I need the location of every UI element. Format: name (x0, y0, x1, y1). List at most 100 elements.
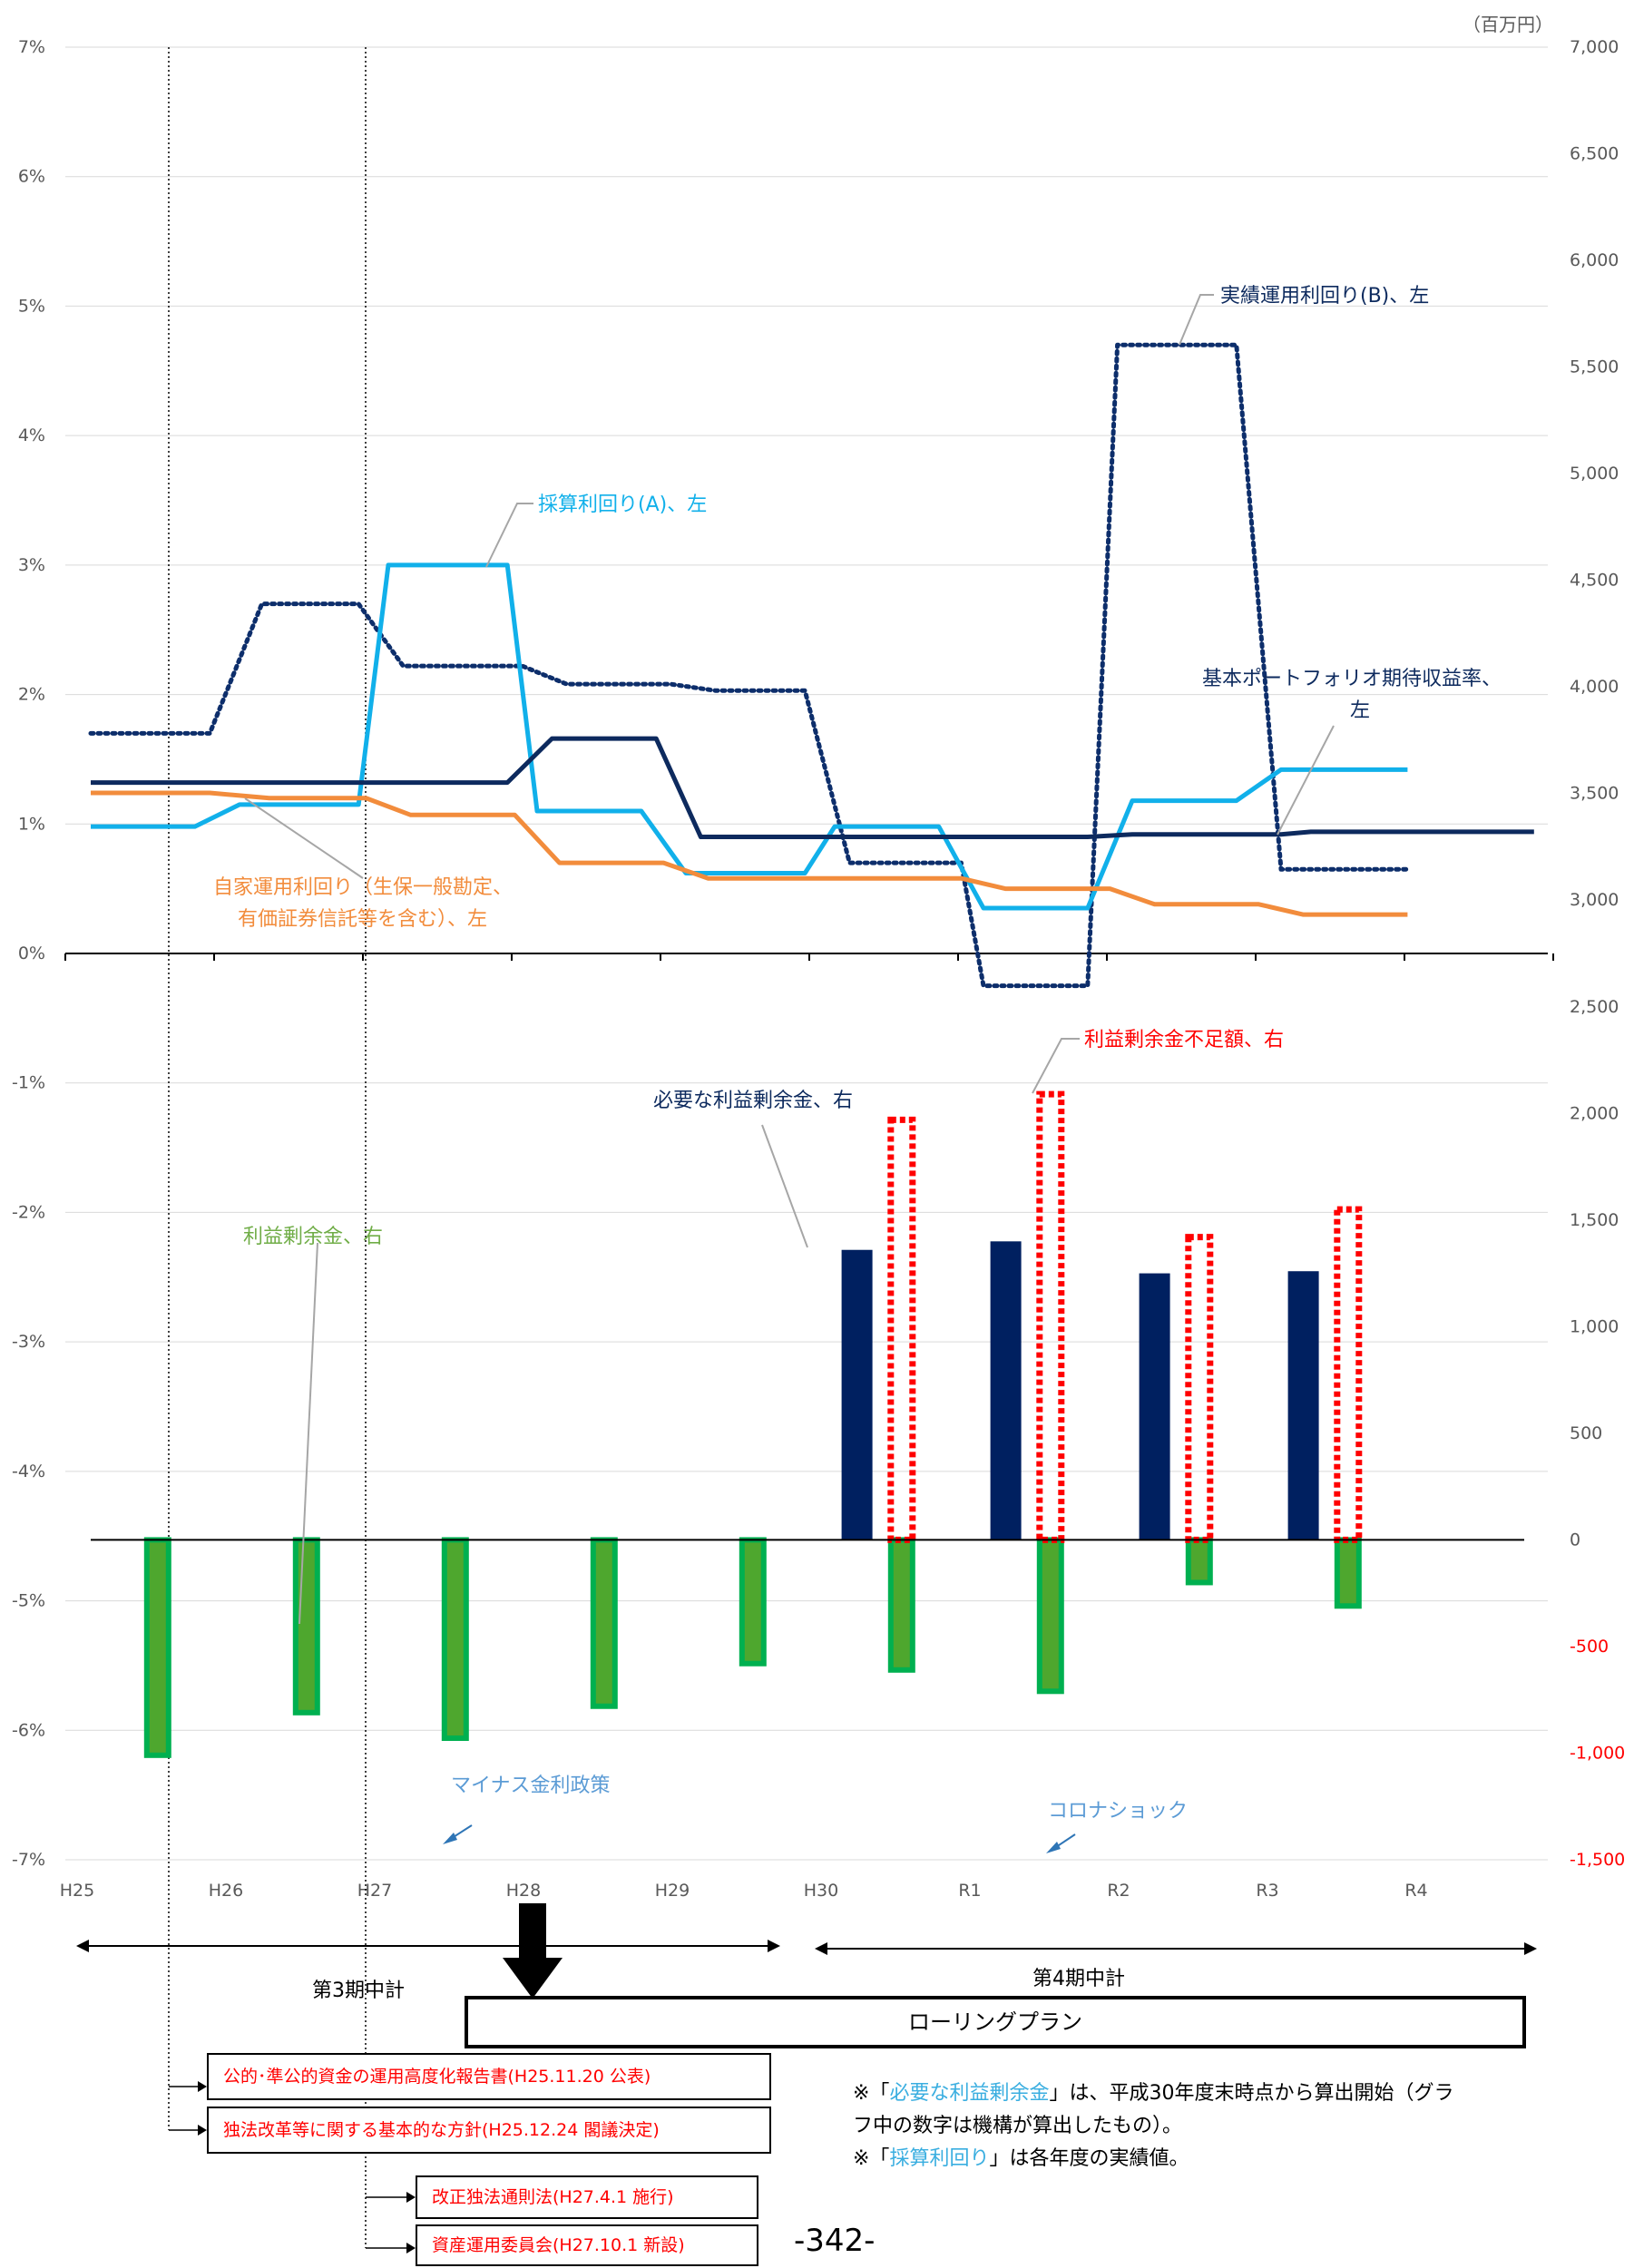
left-tick-label: 4% (18, 425, 45, 445)
annotation-breakeven-yield: 採算利回り(A)、左 (538, 494, 707, 516)
period-3-arrow-right-head (768, 1940, 780, 1952)
bar-required-earnings (1287, 1271, 1319, 1540)
x-tick-label: H26 (209, 1881, 243, 1901)
annotation-portfolio-return-1: 基本ポートフォリオ期待収益率、 (1202, 668, 1502, 690)
x-axis: H25 H26 H27 H28 H29 H30 R1 R2 R3 R4 (60, 953, 1554, 1901)
period-arrows (76, 1903, 1537, 1999)
leader-line (298, 1242, 318, 1625)
event-box-3: 改正独法通則法(H27.4.1 施行) (416, 2175, 758, 2219)
line-series-2 (91, 736, 1534, 840)
annotation-required-earnings: 必要な利益剰余金、右 (653, 1090, 853, 1112)
left-tick-label: -4% (12, 1461, 45, 1481)
bar-retained-earnings (590, 1537, 618, 1709)
left-tick-label: -7% (12, 1850, 45, 1870)
right-tick-label: 4,500 (1570, 571, 1619, 591)
footnotes: ※「必要な利益剰余金」は、平成30年度末時点から算出開始（グラ フ中の数字は機構… (853, 2077, 1453, 2175)
annotation-actual-yield: 実績運用利回り(B)、左 (1220, 285, 1429, 308)
rolling-plan-down-arrow (503, 1903, 563, 1999)
right-tick-label: 2,000 (1570, 1103, 1619, 1123)
line-series-3 (91, 790, 1408, 917)
right-tick-label: 4,000 (1570, 677, 1619, 697)
leader-line (1277, 725, 1335, 836)
note-line-3: ※「採算利回り」は各年度の実績値。 (853, 2147, 1189, 2170)
page-number: -342- (794, 2223, 876, 2259)
bar-shortfall (1036, 1090, 1065, 1543)
event-guide-lines (168, 47, 416, 2253)
annotation-retained-earnings: 利益剰余金、右 (243, 1226, 383, 1248)
left-tick-label: 6% (18, 167, 45, 187)
event-connector-arrowhead (198, 2125, 207, 2136)
annotations: 実績運用利回り(B)、左採算利回り(A)、左基本ポートフォリオ期待収益率、左自家… (213, 285, 1502, 1853)
x-tick-label: R1 (958, 1881, 981, 1901)
leader-line (485, 503, 533, 568)
line-series-0 (88, 342, 1410, 989)
right-tick-label: 0 (1570, 1530, 1580, 1549)
right-tick-label: -1,000 (1570, 1743, 1625, 1763)
bar-shortfall (1185, 1234, 1214, 1543)
left-tick-label: -5% (12, 1591, 45, 1611)
left-tick-label: -6% (12, 1720, 45, 1740)
bar-retained-earnings (739, 1537, 767, 1667)
note-line-2: フ中の数字は機構が算出したもの）。 (853, 2115, 1183, 2137)
right-tick-label: 1,500 (1570, 1210, 1619, 1230)
event-box-2: 独法改革等に関する基本的な方針(H25.12.24 閣議決定) (207, 2107, 771, 2154)
annotation-portfolio-return-2: 左 (1350, 699, 1370, 722)
right-tick-label: 5,000 (1570, 464, 1619, 484)
event-box-4: 資産運用委員会(H27.10.1 新設) (416, 2224, 758, 2266)
annotation-leaders (244, 294, 1335, 1625)
x-tick-label: H25 (60, 1881, 94, 1901)
note-line-1: ※「必要な利益剰余金」は、平成30年度末時点から算出開始（グラ (853, 2082, 1454, 2105)
line-series-1 (91, 562, 1408, 911)
right-tick-label: 3,500 (1570, 784, 1619, 804)
right-tick-label: 6,000 (1570, 250, 1619, 270)
left-tick-label: -1% (12, 1073, 45, 1093)
right-tick-label: 6,500 (1570, 144, 1619, 164)
left-tick-label: 2% (18, 685, 45, 705)
unit-label: （百万円） (1463, 14, 1553, 35)
left-tick-label: -2% (12, 1202, 45, 1222)
event-connector-arrowhead (406, 2192, 416, 2203)
bar-retained-earnings (143, 1537, 171, 1758)
bar-retained-earnings (1185, 1537, 1213, 1586)
leader-line (761, 1124, 808, 1248)
x-tick-label: H27 (357, 1881, 392, 1901)
annotation-corona: コロナショック (1048, 1800, 1188, 1823)
period-4-arrow-left-head (815, 1942, 827, 1955)
annotation-inhouse-yield-2: 有価証券信託等を含む）、左 (238, 908, 487, 931)
arrowhead-corona (1046, 1842, 1061, 1853)
right-tick-label: 500 (1570, 1423, 1602, 1443)
arrowhead-negative-rate (443, 1833, 457, 1844)
event-connector-arrowhead (198, 2081, 207, 2092)
bar-retained-earnings (887, 1537, 915, 1673)
bar-retained-earnings (1036, 1537, 1064, 1695)
left-tick-label: -3% (12, 1332, 45, 1352)
annotation-inhouse-yield-1: 自家運用利回り（生保一般勘定、 (213, 876, 513, 899)
leader-line (244, 797, 364, 879)
bar-shortfall (887, 1116, 916, 1543)
bar-required-earnings (841, 1249, 873, 1540)
bar-required-earnings (1139, 1273, 1170, 1540)
period-4-label: 第4期中計 (1032, 1968, 1125, 1990)
left-tick-label: 1% (18, 814, 45, 834)
bar-required-earnings (990, 1241, 1022, 1540)
left-tick-label: 5% (18, 296, 45, 316)
x-tick-label: H29 (655, 1881, 690, 1901)
right-tick-label: 3,000 (1570, 890, 1619, 910)
line-series (88, 342, 1534, 989)
bar-shortfall (1334, 1206, 1363, 1543)
x-tick-label: H28 (506, 1881, 541, 1901)
x-tick-label: H30 (804, 1881, 838, 1901)
annotation-negative-rate: マイナス金利政策 (451, 1774, 611, 1797)
right-tick-label: 7,000 (1570, 37, 1619, 57)
annotation-shortfall: 利益剰余金不足額、右 (1084, 1029, 1284, 1051)
bar-series (143, 1090, 1363, 1758)
leader-line (1032, 1038, 1080, 1094)
x-tick-label: R4 (1404, 1881, 1427, 1901)
event-box-1: 公的･準公的資金の運用高度化報告書(H25.11.20 公表) (207, 2053, 771, 2100)
right-tick-label: -1,500 (1570, 1850, 1625, 1870)
leader-line (1179, 294, 1214, 346)
x-tick-label: R3 (1256, 1881, 1278, 1901)
bar-retained-earnings (441, 1537, 469, 1742)
left-tick-label: 3% (18, 555, 45, 575)
